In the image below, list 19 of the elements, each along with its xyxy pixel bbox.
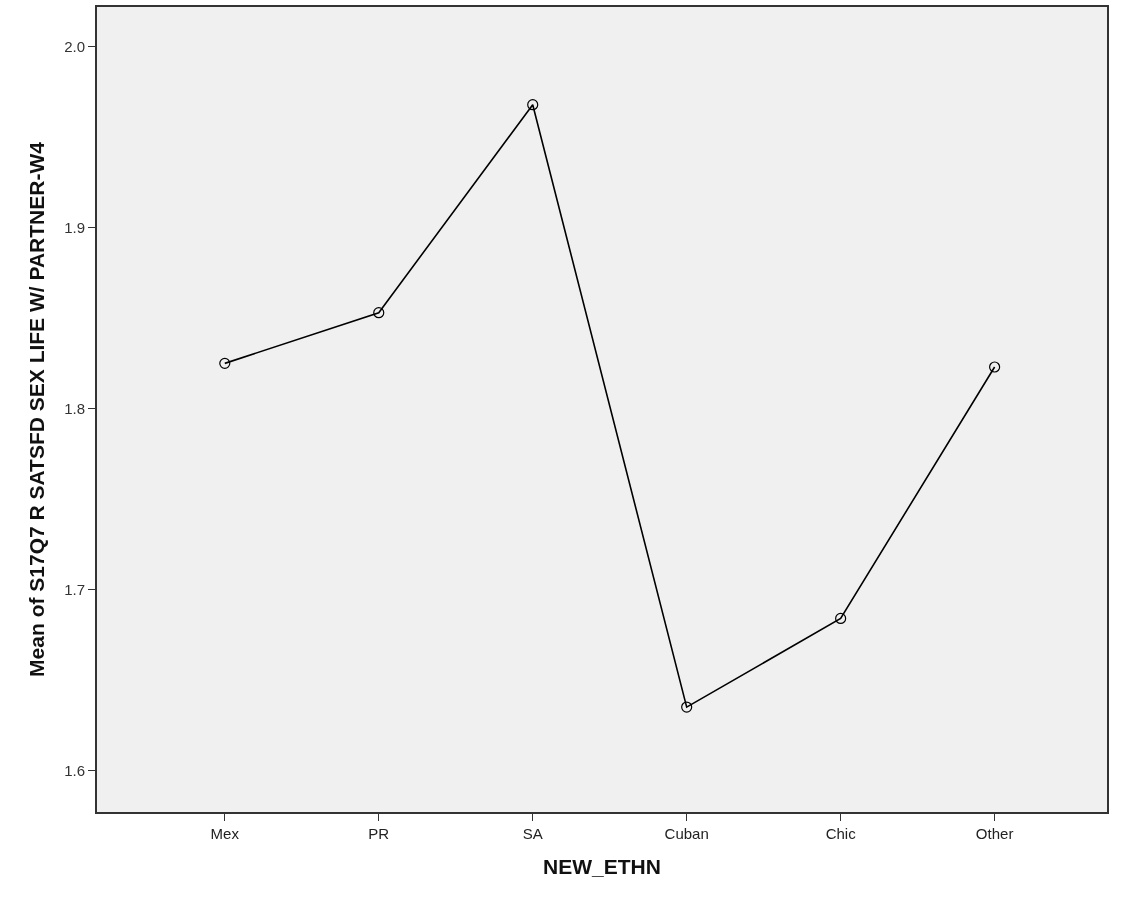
point xyxy=(527,99,539,111)
x-tick-label: Chic xyxy=(825,825,857,842)
x-tick-label: Mex xyxy=(210,825,240,842)
x-tick-label: Other xyxy=(975,825,1014,842)
point xyxy=(681,701,693,713)
x-tick-label: Cuban xyxy=(664,825,709,842)
y-tick-label: 2.0 xyxy=(64,38,85,56)
x-tick-label: SA xyxy=(522,825,543,842)
y-axis-title: Mean of S17Q7 R SATSFD SEX LIFE W/ PARTNER-W4 xyxy=(24,141,48,677)
x-tick-label: PR xyxy=(368,825,390,842)
y-tick-label: 1.8 xyxy=(64,399,85,417)
y-tick-label: 1.6 xyxy=(64,761,85,779)
point xyxy=(219,357,231,369)
point xyxy=(373,307,385,319)
x-axis-title: NEW_ETHN xyxy=(543,854,661,878)
y-tick-label: 1.9 xyxy=(64,218,85,236)
point xyxy=(835,612,847,625)
point xyxy=(989,361,1001,373)
y-tick-label: 1.7 xyxy=(64,580,85,598)
